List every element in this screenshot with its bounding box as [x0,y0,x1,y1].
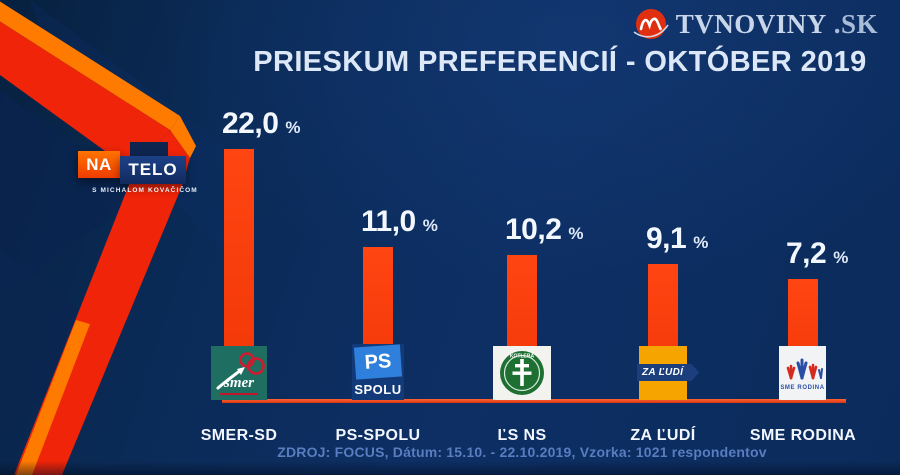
party-logo-smer: smer [211,346,267,400]
tvnoviny-brand: TVNOVINY .SK [633,6,878,42]
party-label: SMER-SD [200,427,278,444]
bottom-vignette [0,461,900,475]
party-logo-ps-spolu: PS SPOLU [352,344,404,400]
percent-sign: % [568,224,584,243]
percent-sign: % [693,233,709,252]
ps-logo-text: PS [353,344,403,380]
value-label: 11,0% [361,207,481,242]
bar-column-za-ludi: 9,1% ZA ĽUDÍ ZA ĽUDÍ [603,99,723,445]
za-ludi-logo-band: ZA ĽUDÍ [637,364,699,381]
party-label: PS-SPOLU [335,427,421,444]
studio-backdrop-seven-shape [0,0,230,475]
value-number: 7,2 [786,237,827,270]
percent-sign: % [833,248,849,267]
value-number: 10,2 [505,213,562,246]
percent-sign: % [422,216,438,235]
sme-rodina-logo-text: SME RODINA [780,385,825,391]
party-logo-sme-rodina: SME RODINA [779,346,826,400]
smer-logo-text: smer [224,375,254,391]
show-subtitle: S MICHALOM KOVAČIČOM [92,187,198,194]
markiza-wave-icon [633,9,669,39]
value-number: 11,0 [361,205,416,238]
party-label: ĽS NS [497,427,547,444]
page-title: PRIESKUM PREFERENCIÍ - OKTÓBER 2019 [253,46,867,78]
value-label: 9,1% [646,224,766,259]
party-logo-ls-ns: KOTLEBA [493,346,551,400]
bar-column-smer-sd: 22,0% smer SMER-SD [179,99,301,445]
party-label: ZA ĽUDÍ [630,427,696,444]
party-label: SME RODINA [749,427,857,444]
value-label: 22,0% [222,109,342,144]
telo-box: TELO [120,156,186,184]
sme-rodina-hands-icon [786,358,823,380]
value-label: 7,2% [786,239,900,274]
smer-logo-caption-line [220,392,258,395]
kotleba-double-cross-icon: KOTLEBA [500,351,544,395]
smer-rose-arrow-icon [216,352,265,390]
brand-suffix: .SK [833,9,878,39]
brand-word: TVNOVINY [675,9,827,39]
svg-text:KOTLEBA: KOTLEBA [510,354,535,360]
value-label: 10,2% [505,215,625,250]
bar-column-ps-spolu: 11,0% PS SPOLU PS-SPOLU [318,99,438,445]
value-number: 22,0 [222,107,279,140]
spolu-logo-text: SPOLU [354,382,402,397]
bar-column-sme-rodina: 7,2% SME RODINA SME RODINA [743,99,863,445]
source-line: ZDROJ: FOCUS, Dátum: 15.10. - 22.10.2019… [277,444,767,460]
na-box: NA [78,151,120,178]
value-number: 9,1 [646,222,687,255]
show-logo-na-telo: NA TELO S MICHALOM KOVAČIČOM [70,138,220,200]
bar-column-ls-ns: 10,2% KOTLEBA ĽS NS [462,99,584,444]
chart-baseline [222,399,846,403]
percent-sign: % [285,118,301,137]
party-logo-za-ludi: ZA ĽUDÍ [637,346,699,400]
logo-tab-decoration [130,142,168,160]
